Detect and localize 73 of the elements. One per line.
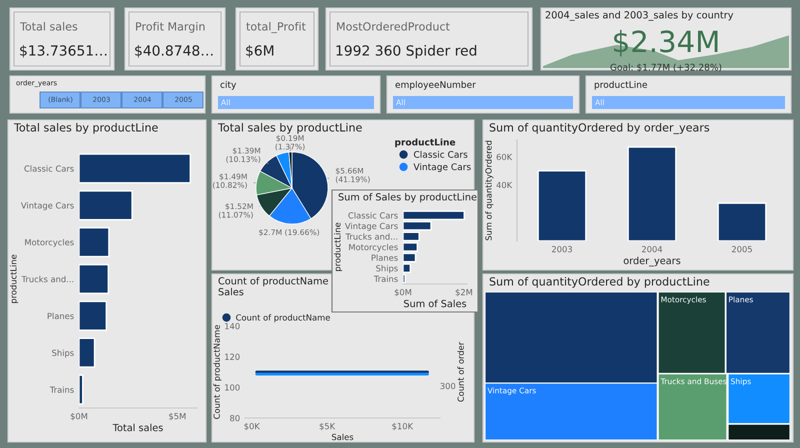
x-tick-label: $5K [320,422,336,430]
chart-title: Total sales by productLine [14,123,158,134]
x-axis-title: Sum of Sales [404,300,466,308]
y-axis-title: Count of productName [213,325,222,419]
chart-title: Count of productName Sales [218,277,328,296]
legend-label: Count of productName [236,314,330,322]
bar [537,170,587,241]
y-tick-label: 120 [225,354,240,360]
text: Total sales [20,22,78,31]
y-tick-label: Motorcycles [349,244,398,252]
bar [79,227,110,258]
text: $40.8748… [135,45,213,58]
y-tick-label: Motorcycles [25,238,74,248]
x-tick-label: 2004 [642,246,662,252]
x-axis-title: Sales [332,434,354,440]
text: city [220,81,236,90]
y-tick-label: Trucks and... [22,276,74,282]
y-tick-label: Vintage Cars [20,202,74,210]
bar [717,202,767,241]
x-tick-label: $2M [456,288,472,296]
x-axis-title: order_years [624,256,680,266]
y-tick-label: Trucks and... [346,233,398,240]
chart-title: Sum of Sales by productLine [338,193,476,202]
y-tick-label: Vintage Cars [344,222,398,231]
text: Profit Margin [136,22,205,33]
x-tick-label: $5M [169,412,186,420]
bar [79,264,109,294]
bar [79,338,96,368]
y-tick-label: 140 [225,322,240,330]
chart-title: Total sales by productLine [218,123,362,134]
y-tick-label: Planes [48,312,74,320]
x-tick-label: $0M [394,288,412,296]
x-axis-title: Total sales [112,424,163,432]
text: 1992 360 Spider red [336,45,476,58]
y-tick-label: Classic Cars [24,165,74,172]
text: employeeNumber [396,81,476,90]
y-tick-label: 80 [230,414,240,422]
y-tick-label: Trains [374,276,398,282]
text: 2004_sales and 2003_sales by country [546,11,734,21]
x-tick-label: $10K [392,422,414,430]
text: Count of order [457,342,464,402]
bar [627,146,677,241]
y-tick-label: Ships [376,264,398,274]
text: productLine [594,81,648,90]
y-tick-label: 100 [225,384,240,391]
text: $6M [246,45,274,58]
y-axis-title: productLine [10,254,18,303]
bar [79,300,108,331]
bar [79,374,84,405]
text: total_Profit [246,22,306,34]
x-tick-label: $0K [244,422,260,430]
text: Sum of quantityOrdered by productLine [490,277,710,288]
bar [79,190,133,220]
text: 300 [440,382,456,390]
legend-label: Classic Cars [414,150,468,158]
y-tick-label: 60K [496,154,512,160]
y-axis-title: Sum of quantityOrdered [485,140,494,240]
bar [79,153,192,184]
y-tick-label: Trains [50,386,74,393]
chart-title: Sum of quantityOrdered by order_years [490,123,710,134]
x-tick-label: 2003 [552,246,572,252]
text: MostOrderedProduct [337,22,450,31]
y-axis-title: productLine [334,222,342,271]
x-tick-label: $0M [70,412,88,420]
text: $2.34M [614,30,718,56]
y-tick-label: Ships [52,350,74,358]
text: $13.73651… [20,45,106,58]
legend-title: productLine [395,138,456,148]
x-tick-label: 2005 [732,246,752,252]
legend-label: Vintage Cars [414,163,471,172]
y-tick-label: 40K [496,182,512,188]
y-tick-label: Planes [372,254,398,261]
y-tick-label: Classic Cars [348,212,398,219]
